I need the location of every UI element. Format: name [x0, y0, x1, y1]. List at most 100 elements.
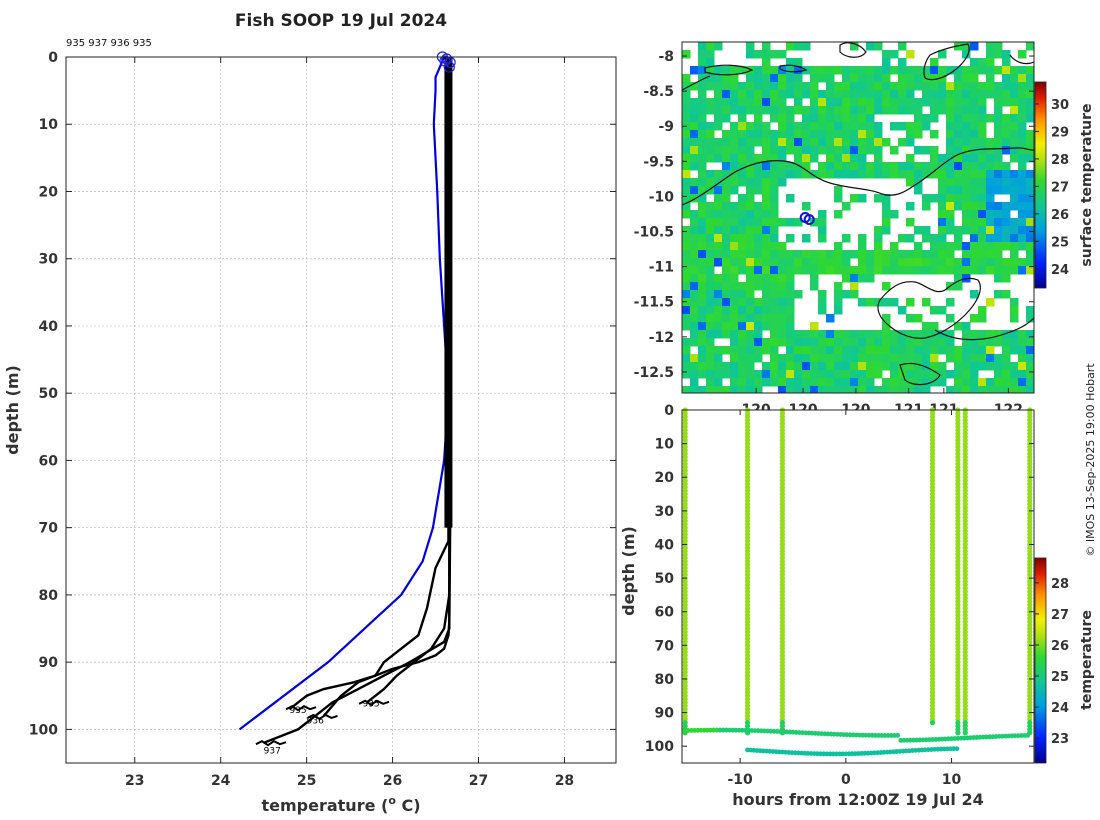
sst-cell: [770, 202, 779, 211]
sst-cell: [722, 274, 731, 283]
sst-cell: [858, 362, 867, 371]
x-tick-label: 26: [383, 773, 402, 789]
sst-cell: [962, 122, 971, 131]
colorbar-tick-label: 24: [1051, 263, 1069, 278]
sst-cell: [810, 322, 819, 331]
surface-marker: [441, 53, 453, 65]
sst-cell: [786, 106, 795, 115]
sst-cell: [994, 242, 1003, 251]
sst-cell: [746, 210, 755, 219]
sst-cell: [770, 258, 779, 267]
sst-cell: [994, 90, 1003, 99]
sst-cell: [746, 122, 755, 131]
sst-cell: [818, 330, 827, 339]
sst-cell: [746, 186, 755, 195]
sst-cell: [706, 314, 715, 323]
sst-cell: [986, 138, 995, 147]
sst-cell: [922, 122, 931, 131]
sst-cell: [898, 386, 907, 393]
sst-cell: [834, 154, 843, 163]
colorbar-tick-label: 27: [1051, 180, 1069, 195]
sst-cell: [858, 194, 867, 203]
sst-cell: [906, 106, 915, 115]
sst-cell: [882, 386, 891, 393]
section-y-tick-label: 100: [645, 739, 674, 755]
colorbar-tick-label: 25: [1051, 235, 1069, 250]
section-y-tick-label: 30: [655, 504, 675, 520]
sst-cell: [946, 194, 955, 203]
sst-cell: [842, 66, 851, 75]
sst-cell: [946, 138, 955, 147]
sst-cell: [706, 290, 715, 299]
sst-cell: [850, 114, 859, 123]
sst-cell: [730, 170, 739, 179]
sst-cell: [794, 386, 803, 393]
sst-cell: [1010, 138, 1019, 147]
sst-cell: [706, 210, 715, 219]
sst-cell: [906, 362, 915, 371]
sst-cell: [946, 226, 955, 235]
sst-cell: [698, 306, 707, 315]
sst-cell: [842, 114, 851, 123]
sst-cell: [970, 194, 979, 203]
sst-cell: [1010, 346, 1019, 355]
sst-cell: [762, 186, 771, 195]
sst-cell: [794, 162, 803, 171]
sst-cell: [842, 378, 851, 387]
sst-cell: [938, 186, 947, 195]
sst-cell: [714, 386, 723, 393]
sst-cell: [834, 122, 843, 131]
sst-cell: [970, 354, 979, 363]
sst-cell: [946, 370, 955, 379]
sst-cell: [682, 146, 691, 155]
sst-cell: [690, 138, 699, 147]
sst-cell: [682, 386, 691, 393]
sst-cell: [882, 90, 891, 99]
sst-cell: [786, 266, 795, 275]
sst-cell: [922, 82, 931, 91]
sst-cell: [690, 98, 699, 107]
sst-cell: [714, 330, 723, 339]
sst-cell: [794, 218, 803, 227]
sst-cell: [730, 210, 739, 219]
sst-cell: [722, 178, 731, 187]
sst-cell: [994, 42, 1003, 51]
sst-cell: [754, 74, 763, 83]
sst-cell: [954, 370, 963, 379]
sst-cell: [850, 90, 859, 99]
sst-cell: [978, 314, 987, 323]
sst-cell: [954, 362, 963, 371]
sst-cell: [698, 386, 707, 393]
sst-cell: [1002, 58, 1011, 67]
sst-cell: [834, 194, 843, 203]
sst-cell: [922, 66, 931, 75]
sst-cell: [874, 90, 883, 99]
sst-cell: [1010, 298, 1019, 307]
sst-cell: [802, 130, 811, 139]
sst-cell: [914, 250, 923, 259]
sst-cell: [986, 194, 995, 203]
sst-cell: [914, 82, 923, 91]
sst-cell: [1010, 146, 1019, 155]
sst-cell: [946, 154, 955, 163]
sst-cell: [914, 258, 923, 267]
sst-cell: [778, 370, 787, 379]
sst-cell: [730, 274, 739, 283]
sst-cell: [786, 42, 795, 51]
sst-cell: [890, 362, 899, 371]
sst-cell: [938, 210, 947, 219]
sst-cell: [698, 42, 707, 51]
sst-cell: [826, 362, 835, 371]
sst-cell: [682, 346, 691, 355]
sst-cell: [818, 90, 827, 99]
sst-cell: [962, 170, 971, 179]
sst-cell: [762, 234, 771, 243]
sst-cell: [778, 266, 787, 275]
sst-cell: [770, 226, 779, 235]
y-tick-label: 20: [39, 184, 59, 200]
sst-cell: [898, 106, 907, 115]
sst-cell: [954, 194, 963, 203]
sst-cell: [866, 82, 875, 91]
sst-cell: [946, 258, 955, 267]
sst-cell: [898, 346, 907, 355]
